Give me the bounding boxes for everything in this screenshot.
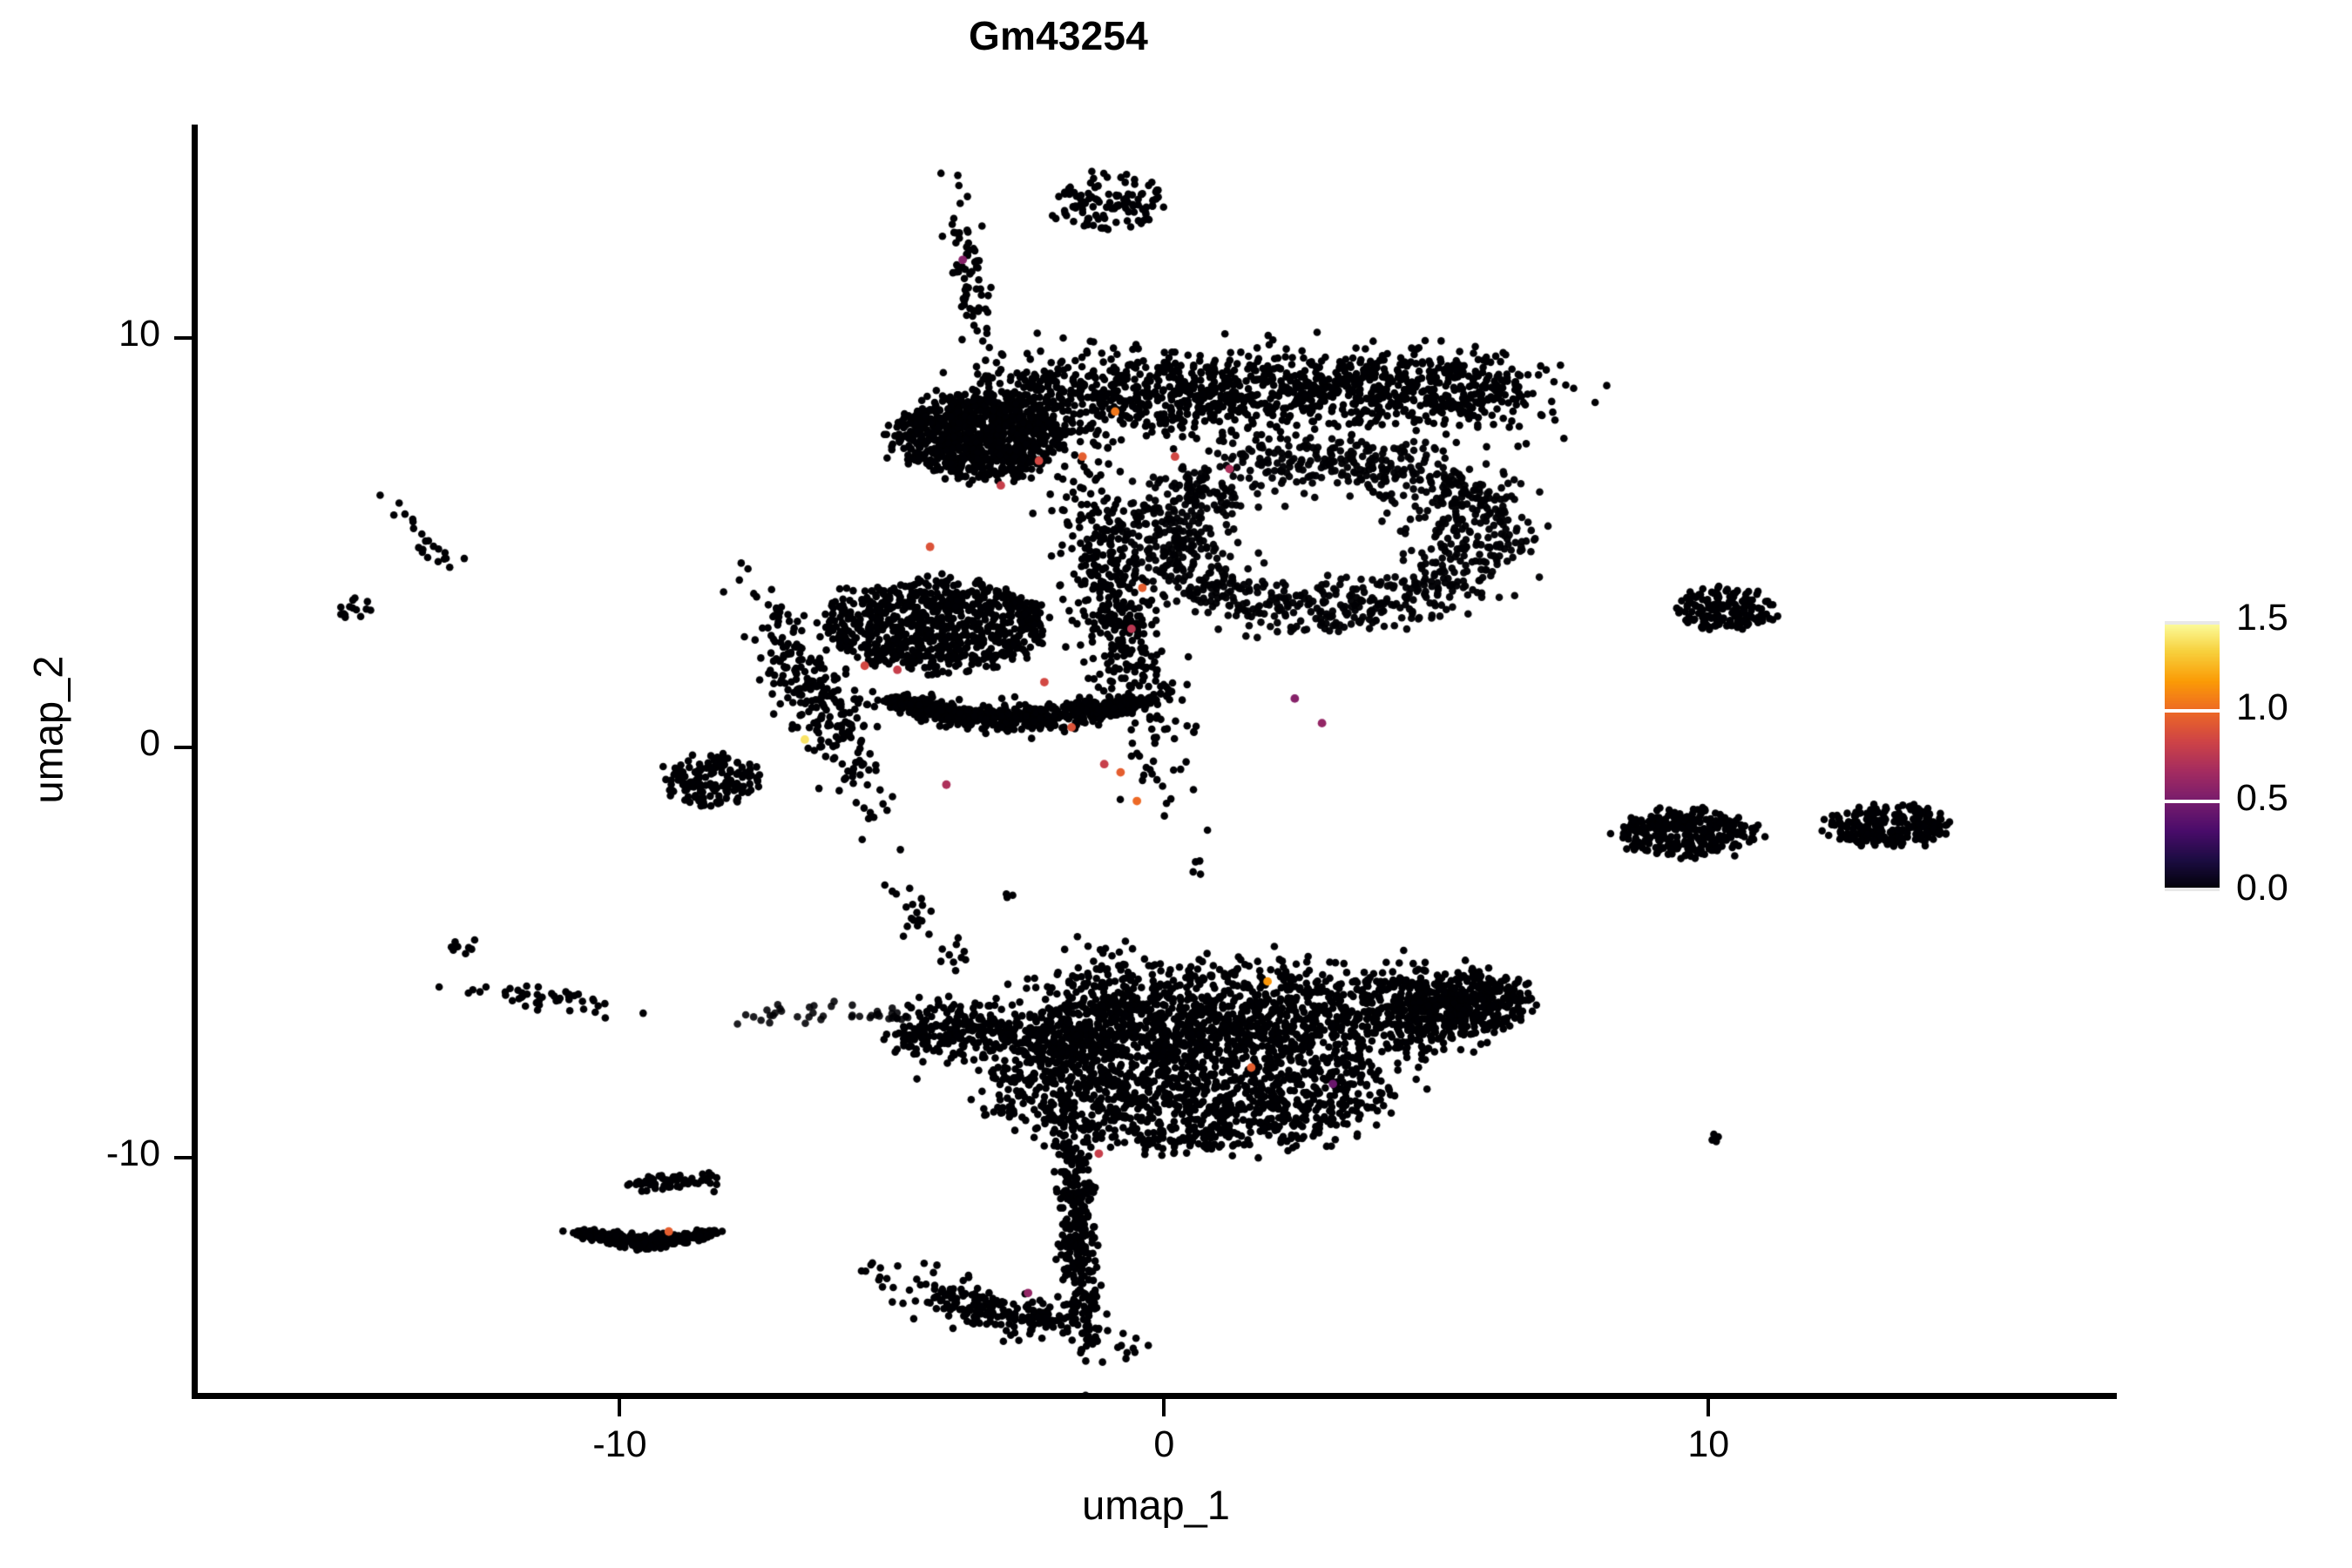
colorbar-tick-mark [2165, 621, 2220, 625]
y-axis-label: umap_2 [24, 655, 71, 804]
colorbar-gradient [2165, 621, 2220, 891]
x-tick-label: -10 [592, 1423, 647, 1465]
x-tick-label: 10 [1687, 1423, 1730, 1465]
y-axis-line [192, 125, 198, 1399]
colorbar-tick-mark [2165, 888, 2220, 891]
scatter-plot-area [195, 125, 2117, 1396]
y-tick-label: 0 [139, 722, 160, 765]
x-axis-line [192, 1393, 2117, 1399]
x-tick-mark [1162, 1399, 1166, 1416]
x-tick-mark [618, 1399, 622, 1416]
x-axis-label: umap_1 [1082, 1482, 1230, 1528]
colorbar-tick-label: 1.0 [2236, 686, 2288, 729]
y-tick-label: -10 [105, 1132, 160, 1175]
y-tick-label: 10 [118, 312, 160, 355]
colorbar-tick-mark [2165, 799, 2220, 803]
x-tick-mark [1707, 1399, 1711, 1416]
colorbar-tick-mark [2165, 709, 2220, 713]
page-title: Gm43254 [969, 13, 1148, 58]
y-tick-mark [174, 1156, 192, 1160]
x-tick-label: 0 [1153, 1423, 1175, 1465]
colorbar-tick-label: 0.0 [2236, 867, 2288, 909]
colorbar-legend: 1.5 1.0 0.5 0.0 [2165, 597, 2339, 909]
colorbar-tick-label: 1.5 [2236, 597, 2288, 639]
colorbar-tick-label: 0.5 [2236, 776, 2288, 819]
y-tick-mark [174, 746, 192, 750]
y-tick-mark [174, 335, 192, 340]
